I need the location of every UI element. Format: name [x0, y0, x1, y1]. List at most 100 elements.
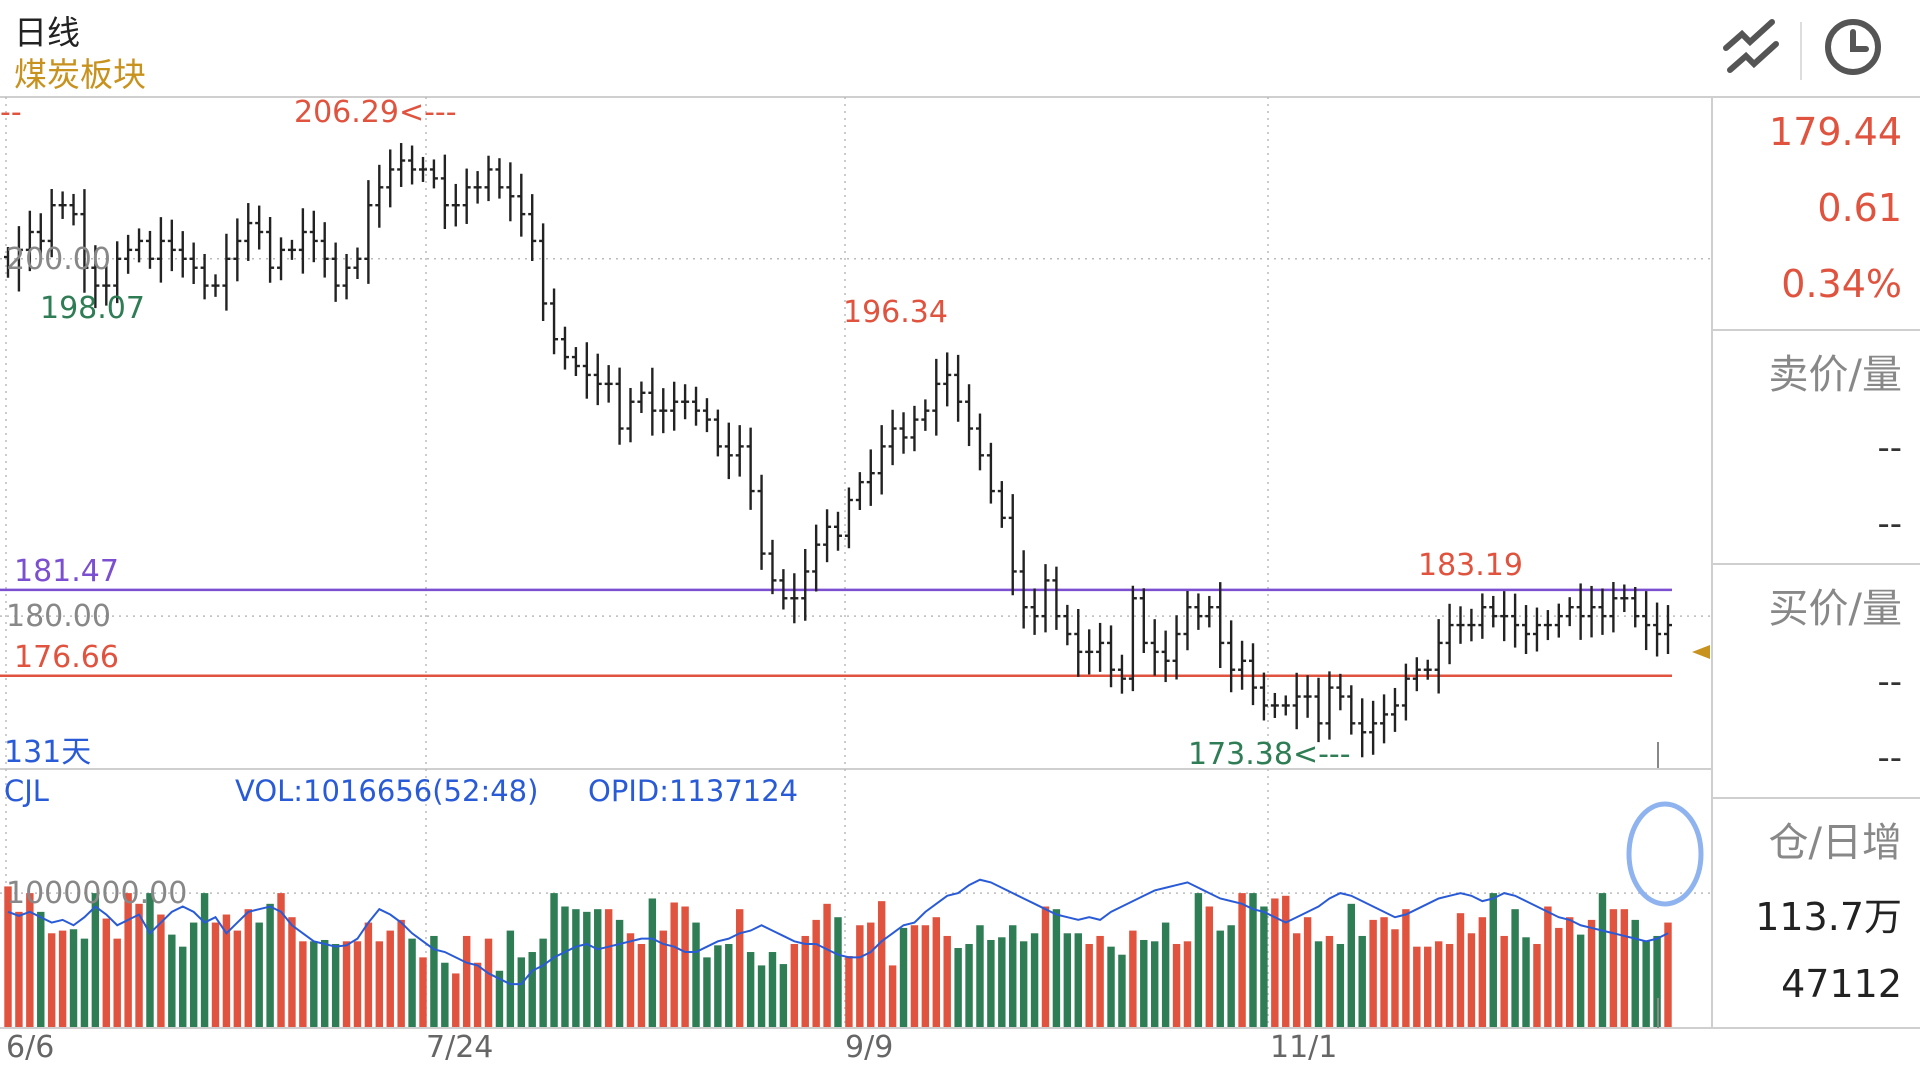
- ohlc-bar: [1259, 672, 1268, 721]
- instrument-name[interactable]: 煤炭板块: [14, 55, 146, 94]
- ohlc-bar: [1347, 685, 1356, 735]
- buy-volume: --: [1877, 738, 1902, 778]
- volume-bar: [1227, 925, 1235, 1027]
- ohlc-bar: [812, 524, 821, 592]
- ohlc-bar: [309, 210, 318, 263]
- ohlc-bar: [626, 387, 635, 443]
- reference-line-label: 176.66: [14, 640, 119, 675]
- volume-bar: [266, 903, 274, 1027]
- volume-bar: [1019, 941, 1028, 1027]
- ohlc-bar: [429, 159, 438, 189]
- sell-volume: --: [1877, 504, 1902, 544]
- ohlc-bar: [746, 427, 755, 510]
- x-tick-label: 9/9: [845, 1030, 894, 1065]
- price-change-pct: 0.34%: [1781, 262, 1902, 306]
- ohlc-bar: [277, 237, 286, 281]
- volume-bar: [856, 925, 864, 1027]
- volume-bar: [1489, 893, 1497, 1027]
- ohlc-bar: [560, 326, 569, 370]
- ohlc-bar: [222, 233, 231, 311]
- price-change: 0.61: [1817, 186, 1902, 230]
- ohlc-bar: [1052, 566, 1061, 630]
- days-count-label: 131天: [4, 735, 91, 770]
- volume-bar: [179, 946, 187, 1027]
- ohlc-bar: [14, 226, 23, 292]
- volume-bar: [867, 922, 875, 1027]
- volume-bar: [1664, 922, 1672, 1027]
- price-annotation: 198.07: [40, 291, 145, 326]
- ohlc-bar: [1303, 675, 1312, 718]
- period-label[interactable]: 日线: [14, 13, 80, 52]
- ohlc-bar: [954, 354, 963, 422]
- volume-bar: [1434, 941, 1443, 1027]
- ohlc-bar: [702, 398, 711, 433]
- volume-bar: [1478, 917, 1487, 1027]
- last-price-marker: [1692, 645, 1710, 659]
- volume-bar: [1325, 935, 1334, 1027]
- ohlc-bar: [571, 347, 580, 377]
- ohlc-bar: [877, 425, 886, 495]
- ohlc-bar: [724, 422, 733, 480]
- volume-bar: [91, 893, 100, 1027]
- volume-bar: [1314, 941, 1323, 1027]
- trend-lines-icon[interactable]: [1720, 14, 1784, 78]
- volume-bar: [135, 903, 143, 1027]
- volume-bar: [277, 893, 285, 1027]
- ohlc-bar: [801, 548, 810, 621]
- ohlc-bar: [910, 405, 919, 452]
- ohlc-bar: [287, 239, 296, 260]
- volume-bar: [1456, 913, 1465, 1027]
- volume-bar: [233, 930, 242, 1027]
- ohlc-bar: [1270, 692, 1279, 718]
- ohlc-bar: [528, 194, 537, 261]
- ohlc-bar: [167, 219, 176, 272]
- ohlc-bar: [80, 189, 89, 293]
- volume-bar: [4, 886, 12, 1027]
- volume-bar: [1129, 930, 1137, 1027]
- ohlc-bar: [353, 247, 362, 279]
- volume-bar: [364, 922, 373, 1027]
- volume-bar: [1085, 943, 1093, 1027]
- volume-bar: [1205, 906, 1214, 1027]
- ohlc-bar: [735, 425, 744, 477]
- ohlc-bar: [91, 245, 100, 309]
- volume-bar: [222, 914, 231, 1027]
- ohlc-bar: [779, 569, 788, 610]
- clock-icon[interactable]: [1822, 16, 1884, 78]
- volume-bar: [692, 922, 700, 1027]
- ohlc-bar: [790, 573, 799, 624]
- ohlc-bar: [4, 247, 12, 278]
- ohlc-bar: [473, 171, 482, 204]
- ohlc-bar: [200, 253, 209, 300]
- volume-bar: [725, 943, 733, 1027]
- sell-price: --: [1877, 428, 1902, 468]
- ohlc-bar: [943, 352, 952, 407]
- volume-bar: [1467, 933, 1476, 1027]
- ohlc-bar: [604, 365, 613, 403]
- ohlc-bar: [233, 218, 242, 282]
- volume-bar: [812, 919, 820, 1027]
- buy-label: 买价/量: [1768, 586, 1902, 632]
- ohlc-bar: [1292, 672, 1301, 730]
- ohlc-bar: [47, 188, 56, 258]
- volume-bar: [244, 909, 252, 1027]
- ohlc-bar: [25, 210, 34, 272]
- volume-bar: [124, 893, 132, 1027]
- ohlc-bar: [648, 367, 657, 436]
- ohlc-bar: [1401, 663, 1410, 721]
- volume-bar: [1150, 941, 1159, 1027]
- volume-bar: [375, 941, 384, 1027]
- volume-bar: [604, 909, 613, 1027]
- volume-indicator-name[interactable]: CJL: [4, 774, 49, 808]
- reference-line-label: 181.47: [14, 554, 119, 589]
- ohlc-bar: [320, 222, 329, 278]
- grid-level-label: 180.00: [6, 599, 111, 634]
- volume-bar: [790, 943, 799, 1027]
- volume-bar: [452, 973, 460, 1027]
- ohlc-bar: [331, 242, 340, 302]
- volume-bar: [594, 909, 602, 1027]
- volume-bar: [102, 918, 111, 1027]
- open-interest-readout: OPID:1137124: [588, 774, 799, 808]
- volume-bar: [1183, 941, 1192, 1027]
